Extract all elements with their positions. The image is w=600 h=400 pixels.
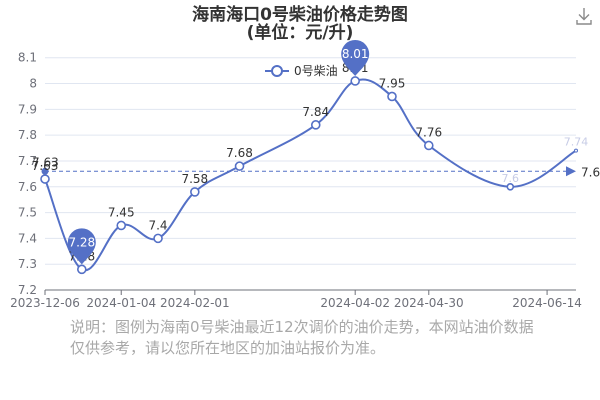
x-axis: 2023-12-06 2024-01-04 2024-02-01 2024-04-02… [10, 289, 582, 310]
average-start-label: 7.63 [32, 155, 59, 169]
data-labels: 7.637.287.457.47.587.687.848.017.957.767… [32, 61, 589, 263]
pin-max-icon [341, 39, 370, 76]
x-tick-label: 2023-12-06 [10, 296, 80, 310]
y-tick-label: 7.6 [18, 180, 37, 194]
download-icon[interactable] [574, 6, 594, 26]
x-tick-label: 2024-04-30 [394, 296, 464, 310]
data-label: 7.4 [148, 218, 167, 232]
grid [45, 57, 576, 265]
extreme-markers: 7.28 8.01 [67, 39, 370, 265]
average-end-label: 7.6 [581, 165, 600, 179]
x-tick-label: 2024-02-01 [160, 296, 230, 310]
chart-title: 海南海口0号柴油价格走势图 [192, 4, 408, 25]
legend-circle-icon [271, 65, 283, 77]
y-tick-label: 7.4 [18, 231, 37, 245]
y-tick-label: 7.3 [18, 257, 37, 271]
pin-min-icon [67, 228, 96, 265]
data-point [350, 76, 360, 86]
y-tick-label: 7.8 [18, 128, 37, 142]
data-label: 7.58 [181, 172, 208, 186]
y-tick-label: 7.9 [18, 102, 37, 116]
data-point [40, 174, 50, 184]
data-label: 7.6 [502, 172, 520, 185]
data-point [574, 148, 578, 153]
data-point [310, 120, 321, 130]
x-tick-label: 2024-01-04 [86, 296, 156, 310]
y-axis: 7.2 7.3 7.4 7.5 7.6 7.7 7.8 7.9 8 8.1 [18, 51, 37, 297]
average-line: 7.6 7.63 [32, 155, 600, 179]
pin-max-label: 8.01 [342, 47, 369, 61]
average-start-dot [41, 167, 49, 175]
data-point [387, 91, 397, 102]
data-label: 7.63 [32, 159, 59, 173]
legend[interactable]: 0号柴油 [265, 64, 338, 78]
data-point [506, 182, 515, 191]
y-tick-label: 7.7 [18, 154, 37, 168]
series-path [44, 78, 577, 272]
y-tick-label: 8.1 [18, 51, 37, 65]
x-tick-label: 2024-06-14 [512, 296, 582, 310]
data-point [153, 233, 163, 244]
y-tick-label: 8 [29, 77, 37, 91]
data-label: 7.74 [564, 136, 589, 149]
data-label: 7.95 [379, 76, 406, 90]
data-point [77, 264, 87, 275]
y-tick-label: 7.5 [18, 206, 37, 220]
data-label: 7.68 [226, 146, 253, 160]
data-label: 7.45 [108, 205, 135, 219]
data-point [234, 161, 245, 171]
y-tick-label: 7.2 [18, 283, 37, 297]
series-line [44, 78, 577, 272]
chart-subtitle: (单位：元/升) [247, 22, 354, 43]
chart-note: 说明：图例为海南0号柴油最近12次调价的油价走势，本网站油价数据仅供参考，请以您… [70, 318, 534, 357]
data-label: 7.76 [415, 125, 442, 139]
data-label: 7.84 [302, 105, 329, 119]
data-point [190, 187, 200, 197]
data-point [116, 220, 127, 231]
average-arrow-icon [566, 166, 576, 177]
legend-label: 0号柴油 [294, 64, 338, 78]
x-tick-label: 2024-04-02 [320, 296, 390, 310]
data-points [40, 76, 578, 275]
data-point [423, 140, 434, 151]
pin-min-label: 7.28 [68, 235, 95, 249]
